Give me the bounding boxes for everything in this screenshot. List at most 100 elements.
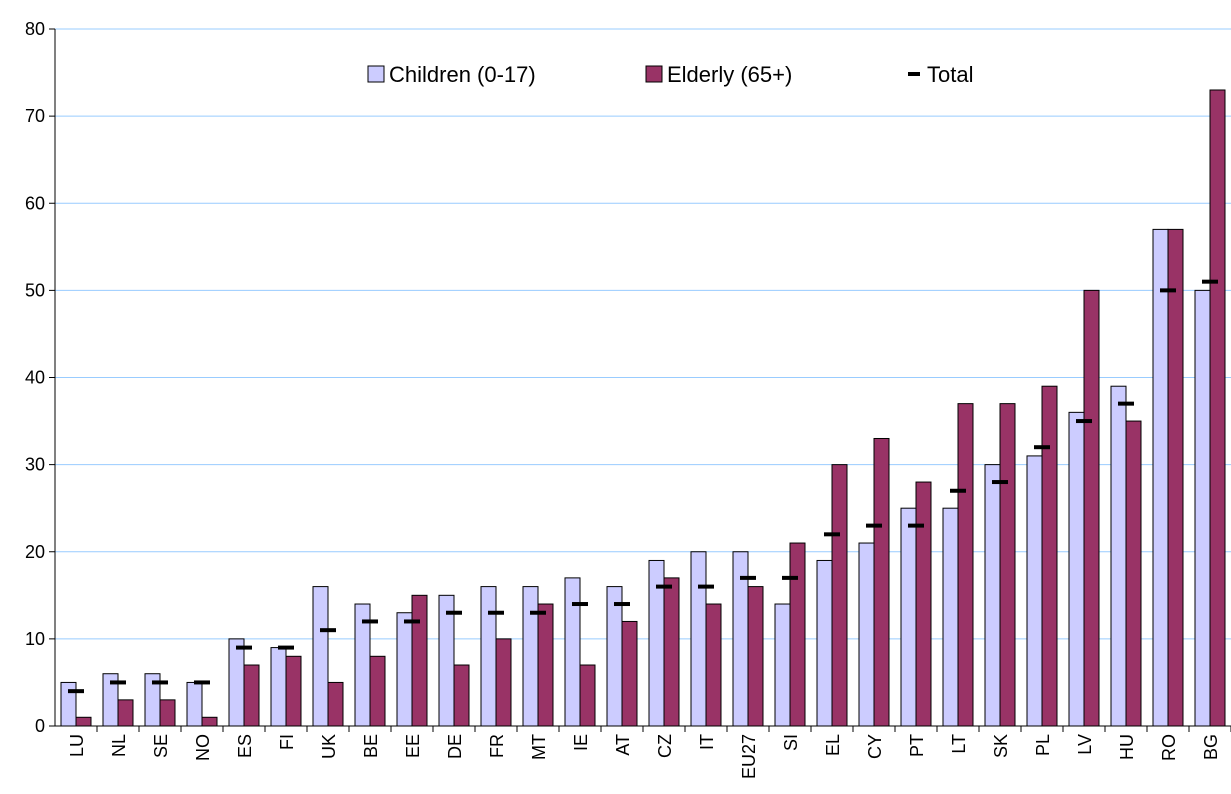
x-tick-label-BG: BG: [1201, 734, 1221, 760]
bar-elderly-AT: [621, 620, 638, 727]
bar-elderly-EE: [411, 594, 428, 727]
bar-children-PL: [1026, 455, 1043, 727]
bar-elderly-ES: [243, 664, 260, 727]
legend: Children (0-17) Elderly (65+) Total: [367, 62, 973, 87]
legend-label-elderly: Elderly (65+): [667, 62, 792, 87]
y-tick-label: 80: [25, 19, 45, 39]
x-tick-label-RO: RO: [1159, 734, 1179, 761]
x-tick-label-IT: IT: [697, 734, 717, 750]
x-tick-label-FI: FI: [277, 734, 297, 750]
bar-elderly-PT: [915, 481, 932, 727]
x-tick-label-EU27: EU27: [739, 734, 759, 779]
bar-children-ES: [228, 638, 245, 727]
bar-children-DE: [438, 594, 455, 727]
y-tick-labels: 0 10 20 30 40 50 60 70 80: [25, 19, 45, 736]
x-tick-label-CZ: CZ: [655, 734, 675, 758]
bar-elderly-SI: [789, 542, 806, 727]
y-tick-label: 40: [25, 368, 45, 388]
bar-children-LT: [942, 507, 959, 727]
bar-elderly-HU: [1125, 420, 1142, 727]
x-tick-label-SE: SE: [151, 734, 171, 758]
bar-children-RO: [1152, 228, 1169, 727]
x-tick-label-SI: SI: [781, 734, 801, 751]
bar-elderly-DE: [453, 664, 470, 727]
bar-children-HU: [1110, 385, 1127, 727]
legend-swatch-elderly: [645, 65, 663, 83]
bar-elderly-IE: [579, 664, 596, 727]
x-tick-label-FR: FR: [487, 734, 507, 758]
x-tick-label-LV: LV: [1075, 734, 1095, 755]
bar-elderly-SE: [159, 699, 176, 727]
bar-elderly-CZ: [663, 577, 680, 727]
y-tick-label: 20: [25, 542, 45, 562]
bar-children-IT: [690, 551, 707, 727]
x-tick-labels: LU NL SE NO ES FI UK BE EE DE FR MT IE AT CZ IT EU27 SI EL…: [67, 734, 1221, 779]
bar-elderly-FR: [495, 638, 512, 727]
bar-children-UK: [312, 586, 329, 727]
bar-children-FI: [270, 647, 287, 727]
bar-elderly-BG: [1209, 89, 1226, 727]
legend-swatch-children: [367, 65, 385, 83]
bar-elderly-UK: [327, 681, 344, 727]
y-tick-label: 60: [25, 193, 45, 213]
total-markers: [68, 279, 1218, 694]
x-tick-label-BE: BE: [361, 734, 381, 758]
bar-children-SK: [984, 464, 1001, 727]
y-tick-label: 10: [25, 629, 45, 649]
bar-children-EE: [396, 612, 413, 727]
bar-children-EL: [816, 559, 833, 727]
x-tick-label-MT: MT: [529, 734, 549, 760]
x-tick-label-DE: DE: [445, 734, 465, 759]
bar-elderly-EL: [831, 464, 848, 727]
bar-elderly-SK: [999, 403, 1016, 727]
bar-children-BG: [1194, 289, 1211, 727]
bar-children-FR: [480, 586, 497, 727]
x-tick-label-HU: HU: [1117, 734, 1137, 760]
x-tick-label-NO: NO: [193, 734, 213, 761]
grid-lines: [55, 28, 1231, 640]
bar-elderly-LU: [75, 716, 92, 727]
bar-elderly-EU27: [747, 586, 764, 727]
x-tick-label-LU: LU: [67, 734, 87, 757]
x-tick-label-EE: EE: [403, 734, 423, 758]
x-tick-label-PL: PL: [1033, 734, 1053, 756]
bar-elderly-LV: [1083, 289, 1100, 727]
bar-elderly-NL: [117, 699, 134, 727]
x-tick-label-LT: LT: [949, 734, 969, 754]
bar-children-PT: [900, 507, 917, 727]
x-tick-label-IE: IE: [571, 734, 591, 751]
x-tick-label-UK: UK: [319, 734, 339, 759]
bars: [60, 89, 1226, 727]
x-tick-label-ES: ES: [235, 734, 255, 758]
bar-elderly-MT: [537, 603, 554, 727]
bar-children-SI: [774, 603, 791, 727]
y-tick-label: 0: [35, 716, 45, 736]
axes: [49, 28, 1231, 732]
x-tick-label-SK: SK: [991, 734, 1011, 758]
bar-children-NO: [186, 681, 203, 727]
y-tick-label: 70: [25, 106, 45, 126]
bar-elderly-RO: [1167, 228, 1184, 727]
x-tick-label-PT: PT: [907, 734, 927, 757]
bar-children-MT: [522, 586, 539, 727]
y-tick-label: 30: [25, 455, 45, 475]
bar-elderly-FI: [285, 655, 302, 727]
x-tick-label-NL: NL: [109, 734, 129, 757]
bar-children-AT: [606, 586, 623, 727]
x-tick-label-AT: AT: [613, 734, 633, 756]
x-tick-label-EL: EL: [823, 734, 843, 756]
y-tick-label: 50: [25, 280, 45, 300]
bar-elderly-LT: [957, 403, 974, 727]
bar-elderly-IT: [705, 603, 722, 727]
x-tick-label-CY: CY: [865, 734, 885, 759]
legend-label-children: Children (0-17): [389, 62, 536, 87]
legend-label-total: Total: [927, 62, 973, 87]
bar-elderly-CY: [873, 437, 890, 727]
bar-elderly-PL: [1041, 385, 1058, 727]
bar-children-CY: [858, 542, 875, 727]
bar-children-LU: [60, 681, 77, 727]
bar-elderly-BE: [369, 655, 386, 727]
bar-children-LV: [1068, 411, 1085, 727]
bar-elderly-NO: [201, 716, 218, 727]
